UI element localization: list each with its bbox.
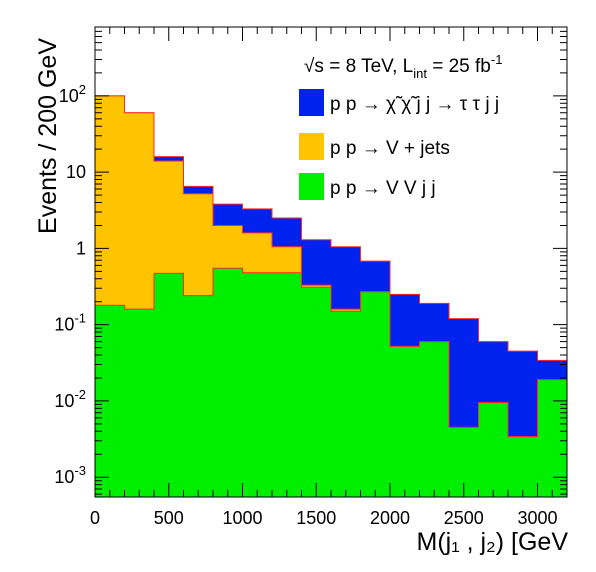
axis-ticks [94,26,568,497]
legend-label-2: p p → V V j j [330,178,436,199]
legend-swatch-2 [299,173,324,200]
x-axis-label: M(j₁ , j₂) [GeV [417,528,569,556]
y-tick-label: 10-3 [54,463,86,487]
x-tick-label: 3000 [517,508,557,528]
tick-marks [94,26,568,497]
y-tick-label: 1 [76,238,86,258]
x-tick-label: 2500 [444,508,484,528]
y-axis-label: Events / 200 GeV [34,38,62,234]
energy-luminosity-annotation: √s = 8 TeV, Lint = 25 fb-1 [304,52,502,81]
legend-label-1: p p → V + jets [330,138,450,159]
stacked-areas [94,95,568,498]
legend-swatch-0 [299,89,324,116]
x-tick-label: 1500 [296,508,336,528]
y-tick-label: 102 [59,82,86,106]
legend-label-0: p p → χ̃ χ̃ j j → τ τ j j [330,94,499,115]
legend-swatch-1 [299,133,324,160]
y-tick-label: 10-1 [54,311,86,335]
tick-labels: 0 500 1000 1500 2000 2500 3000 10-3 10-2 10-1 1 10 1… [54,82,557,528]
x-tick-label: 500 [154,508,184,528]
x-tick-label: 0 [90,508,100,528]
y-tick-label: 10 [66,162,86,182]
x-tick-label: 1000 [222,508,262,528]
legend: p p → χ̃ χ̃ j j → τ τ j j p p → V + jets p… [299,89,499,200]
y-tick-label: 10-2 [54,387,86,411]
series-area-2 [94,267,568,498]
x-tick-label: 2000 [370,508,410,528]
